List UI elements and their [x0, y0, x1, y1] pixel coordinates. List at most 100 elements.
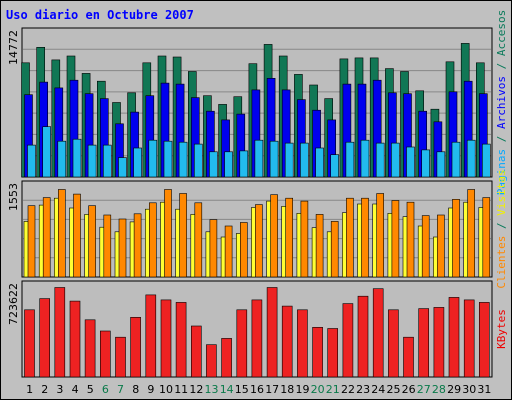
series-label-part: Clientes [495, 236, 508, 289]
x-tick-day-3: 3 [56, 383, 63, 396]
bar-kbytes-day-31 [478, 302, 490, 378]
bar-kbytes-day-4 [69, 300, 81, 378]
bar-clientes-day-10 [164, 189, 172, 278]
bar-clientes-day-26 [406, 201, 415, 278]
bar-clientes-day-16 [255, 204, 263, 278]
x-tick-day-10: 10 [159, 383, 173, 396]
x-tick-day-16: 16 [250, 383, 264, 396]
bar-kbytes-day-7 [115, 336, 126, 378]
bar-clientes-day-6 [103, 214, 112, 278]
x-tick-day-7: 7 [117, 383, 124, 396]
bar-paginas-day-24 [375, 142, 385, 178]
series-label-kbytes: KBytes [495, 309, 508, 349]
chart-title: Uso diario en Octubre 2007 [6, 8, 194, 22]
bar-paginas-day-21 [330, 154, 340, 178]
bar-kbytes-day-24 [372, 288, 384, 378]
bar-paginas-day-16 [254, 139, 264, 178]
x-tick-day-18: 18 [280, 383, 294, 396]
series-label-part: Archivos [495, 76, 508, 129]
bar-paginas-day-19 [300, 142, 309, 178]
x-tick-day-28: 28 [432, 383, 446, 396]
bar-kbytes-day-29 [448, 297, 460, 378]
bar-paginas-day-22 [345, 141, 355, 178]
bar-clientes-day-24 [376, 193, 385, 278]
bar-clientes-day-14 [224, 225, 233, 278]
ymax-label-kbytes: 723622 [7, 283, 20, 325]
bar-kbytes-day-6 [100, 330, 111, 378]
bar-kbytes-day-1 [24, 309, 35, 378]
bar-paginas-day-10 [163, 140, 173, 178]
bar-clientes-day-25 [391, 200, 400, 278]
x-tick-day-5: 5 [87, 383, 94, 396]
x-tick-day-22: 22 [341, 383, 355, 396]
bar-clientes-day-15 [240, 222, 248, 278]
x-tick-day-12: 12 [189, 383, 203, 396]
x-tick-day-20: 20 [311, 383, 325, 396]
bar-clientes-day-3 [57, 189, 66, 278]
bar-kbytes-day-13 [206, 344, 217, 378]
bar-kbytes-day-26 [403, 336, 414, 378]
x-tick-day-2: 2 [41, 383, 48, 396]
bar-kbytes-day-30 [463, 299, 475, 378]
bar-clientes-day-28 [437, 214, 445, 278]
bar-clientes-day-8 [133, 213, 142, 278]
bar-kbytes-day-12 [191, 325, 202, 378]
bar-clientes-day-21 [330, 221, 339, 278]
x-tick-day-30: 30 [462, 383, 476, 396]
bar-paginas-day-3 [57, 140, 67, 178]
x-tick-day-17: 17 [265, 383, 279, 396]
bar-kbytes-day-28 [433, 307, 445, 378]
bar-paginas-day-7 [118, 157, 127, 178]
bar-paginas-day-9 [148, 139, 158, 178]
x-tick-day-27: 27 [417, 383, 431, 396]
x-tick-day-13: 13 [205, 383, 219, 396]
bar-clientes-day-2 [42, 197, 51, 278]
x-tick-day-26: 26 [402, 383, 416, 396]
bar-paginas-day-23 [360, 139, 370, 178]
bar-clientes-day-11 [179, 193, 187, 278]
bar-paginas-day-11 [178, 141, 188, 178]
bar-clientes-day-29 [452, 199, 460, 278]
bar-paginas-day-13 [209, 151, 218, 178]
bar-paginas-day-12 [194, 143, 203, 178]
ymax-label-visits: 1553 [7, 183, 20, 211]
ymax-label-hits: 14772 [7, 30, 20, 65]
x-tick-day-1: 1 [26, 383, 33, 396]
series-label-part: Paginas [495, 149, 508, 195]
bar-kbytes-day-16 [251, 299, 263, 378]
bar-clientes-day-7 [118, 218, 127, 278]
x-tick-day-6: 6 [102, 383, 109, 396]
x-tick-day-24: 24 [371, 383, 385, 396]
bar-paginas-day-5 [87, 144, 97, 178]
bar-paginas-day-1 [27, 144, 36, 178]
bar-kbytes-day-18 [281, 305, 293, 378]
x-tick-day-23: 23 [356, 383, 370, 396]
bar-kbytes-day-2 [39, 298, 51, 378]
x-tick-day-8: 8 [132, 383, 139, 396]
bar-clientes-day-27 [421, 215, 430, 278]
series-label-part: Accesos [495, 10, 508, 56]
bar-paginas-day-18 [284, 142, 294, 178]
bar-kbytes-day-10 [160, 299, 172, 378]
bar-clientes-day-20 [315, 214, 324, 278]
bar-kbytes-day-23 [357, 295, 369, 378]
bar-paginas-day-28 [436, 151, 446, 178]
bar-paginas-day-14 [224, 151, 233, 178]
x-tick-day-15: 15 [235, 383, 249, 396]
x-tick-day-14: 14 [220, 383, 234, 396]
series-label-part: / [495, 129, 508, 149]
series-label-part: / [495, 216, 508, 236]
bar-kbytes-day-27 [418, 308, 430, 378]
bar-paginas-day-30 [466, 139, 476, 178]
bar-paginas-day-25 [391, 142, 400, 178]
bar-clientes-day-9 [149, 202, 157, 278]
bar-paginas-day-8 [133, 147, 142, 178]
bar-kbytes-day-5 [84, 319, 96, 378]
series-label-part: / [495, 56, 508, 76]
bar-clientes-day-5 [88, 205, 96, 278]
bar-clientes-day-23 [361, 197, 369, 278]
bar-paginas-day-4 [72, 138, 82, 178]
x-tick-day-25: 25 [387, 383, 401, 396]
bar-clientes-day-30 [467, 189, 476, 278]
x-tick-day-9: 9 [147, 383, 154, 396]
